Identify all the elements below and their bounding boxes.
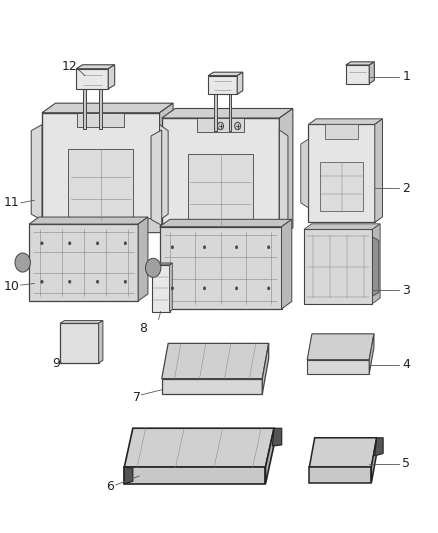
Polygon shape — [31, 125, 42, 220]
Polygon shape — [374, 438, 383, 456]
Circle shape — [268, 246, 270, 249]
Polygon shape — [265, 428, 274, 484]
Text: 3: 3 — [403, 284, 410, 297]
Polygon shape — [369, 62, 374, 84]
Circle shape — [68, 280, 71, 284]
Polygon shape — [159, 219, 292, 227]
Circle shape — [235, 287, 238, 290]
Polygon shape — [229, 94, 231, 131]
Polygon shape — [162, 343, 268, 378]
Text: 10: 10 — [4, 280, 19, 293]
Circle shape — [171, 287, 174, 290]
Circle shape — [96, 280, 99, 284]
Polygon shape — [152, 263, 172, 265]
Polygon shape — [308, 124, 375, 222]
Polygon shape — [162, 118, 279, 237]
Polygon shape — [282, 219, 292, 309]
Polygon shape — [372, 224, 380, 304]
Text: 7: 7 — [133, 392, 141, 405]
Circle shape — [218, 122, 223, 130]
Circle shape — [235, 246, 238, 249]
Polygon shape — [159, 227, 282, 309]
Circle shape — [41, 241, 43, 245]
Polygon shape — [279, 109, 293, 237]
Polygon shape — [124, 467, 265, 484]
Polygon shape — [60, 320, 103, 323]
Polygon shape — [159, 103, 173, 232]
Polygon shape — [42, 217, 159, 232]
Polygon shape — [108, 64, 115, 89]
Circle shape — [145, 259, 161, 277]
Text: 12: 12 — [61, 60, 77, 72]
Polygon shape — [99, 89, 102, 128]
Text: 2: 2 — [403, 182, 410, 195]
Polygon shape — [77, 113, 124, 127]
Text: 4: 4 — [403, 358, 410, 371]
Polygon shape — [237, 72, 243, 94]
Polygon shape — [372, 237, 379, 296]
Polygon shape — [304, 229, 372, 304]
Polygon shape — [197, 118, 244, 132]
Polygon shape — [369, 334, 374, 374]
Polygon shape — [124, 428, 274, 467]
Circle shape — [124, 280, 127, 284]
Polygon shape — [162, 109, 293, 118]
Circle shape — [268, 287, 270, 290]
Polygon shape — [279, 130, 288, 225]
Polygon shape — [371, 438, 377, 483]
Polygon shape — [208, 76, 237, 94]
Polygon shape — [325, 124, 358, 139]
Text: 6: 6 — [106, 480, 114, 493]
Polygon shape — [309, 438, 377, 467]
Text: 11: 11 — [4, 196, 19, 209]
Polygon shape — [272, 428, 282, 446]
Text: 8: 8 — [140, 322, 148, 335]
Polygon shape — [162, 223, 279, 237]
Polygon shape — [188, 154, 253, 225]
Text: 9: 9 — [52, 357, 60, 369]
Polygon shape — [152, 265, 170, 312]
Circle shape — [15, 253, 30, 272]
Circle shape — [96, 241, 99, 245]
Polygon shape — [307, 360, 369, 374]
Polygon shape — [68, 149, 133, 220]
Polygon shape — [214, 94, 217, 131]
Polygon shape — [375, 119, 382, 222]
Polygon shape — [42, 113, 159, 232]
Polygon shape — [76, 64, 115, 69]
Polygon shape — [29, 217, 148, 224]
Circle shape — [203, 246, 206, 249]
Text: 1: 1 — [403, 70, 410, 83]
Polygon shape — [60, 323, 99, 363]
Polygon shape — [262, 343, 268, 394]
Circle shape — [235, 122, 240, 130]
Polygon shape — [42, 103, 173, 113]
Polygon shape — [29, 224, 138, 301]
Circle shape — [203, 287, 206, 290]
Polygon shape — [346, 65, 369, 84]
Polygon shape — [159, 125, 168, 220]
Polygon shape — [170, 263, 172, 312]
Polygon shape — [304, 224, 380, 229]
Polygon shape — [83, 89, 86, 128]
Circle shape — [41, 280, 43, 284]
Polygon shape — [151, 130, 162, 225]
Circle shape — [171, 246, 174, 249]
Polygon shape — [301, 139, 308, 208]
Circle shape — [124, 241, 127, 245]
Polygon shape — [320, 161, 363, 211]
Polygon shape — [162, 378, 262, 394]
Circle shape — [68, 241, 71, 245]
Text: 5: 5 — [403, 457, 410, 470]
Polygon shape — [99, 320, 103, 363]
Polygon shape — [307, 334, 374, 360]
Polygon shape — [346, 62, 374, 65]
Polygon shape — [309, 467, 371, 483]
Polygon shape — [138, 217, 148, 301]
Polygon shape — [308, 119, 382, 124]
Polygon shape — [208, 72, 243, 76]
Polygon shape — [76, 69, 108, 89]
Polygon shape — [124, 467, 133, 484]
